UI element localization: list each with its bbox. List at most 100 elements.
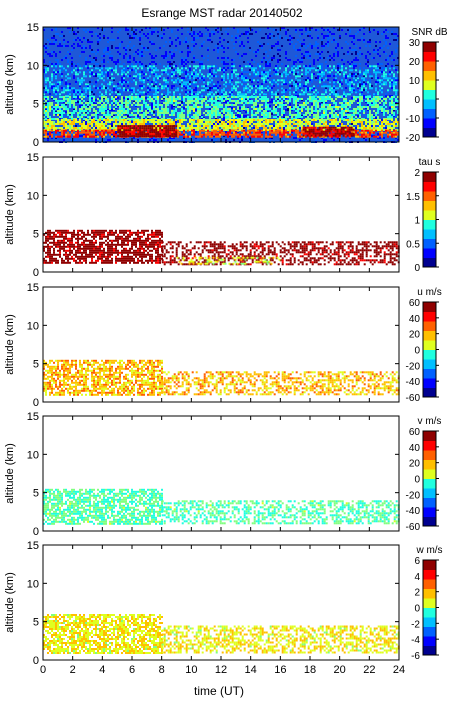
data-cell — [245, 100, 247, 102]
data-cell — [257, 91, 259, 93]
data-cell — [351, 73, 353, 75]
data-cell — [355, 69, 357, 72]
data-cell — [149, 98, 151, 100]
data-cell — [197, 100, 199, 102]
data-cell — [117, 47, 119, 49]
data-cell — [267, 114, 269, 116]
data-cell — [299, 87, 301, 89]
data-cell — [153, 85, 155, 87]
data-cell — [79, 87, 81, 90]
data-cell — [101, 108, 103, 110]
data-cell — [63, 115, 65, 117]
data-cell — [89, 31, 91, 33]
data-cell — [191, 102, 193, 104]
data-cell — [279, 98, 281, 100]
data-cell — [327, 51, 329, 53]
data-cell — [329, 108, 331, 110]
data-cell — [139, 87, 141, 89]
data-cell — [345, 102, 347, 104]
data-cell — [165, 53, 167, 55]
data-cell — [387, 37, 389, 39]
data-cell — [189, 75, 191, 78]
data-cell — [85, 47, 87, 49]
data-cell — [165, 96, 167, 98]
data-cell — [75, 110, 77, 112]
data-cell — [181, 59, 183, 61]
data-cell — [353, 100, 355, 102]
data-cell — [151, 43, 153, 45]
data-cell — [383, 112, 385, 114]
data-cell — [47, 139, 49, 141]
data-cell — [277, 114, 279, 116]
data-cell — [375, 93, 377, 95]
data-cell — [285, 107, 287, 109]
data-cell — [239, 75, 241, 77]
data-cell — [75, 125, 77, 127]
data-cell — [207, 37, 209, 39]
data-cell — [317, 77, 319, 79]
data-cell — [127, 96, 129, 98]
data-cell — [187, 53, 189, 55]
data-cell — [253, 85, 255, 87]
data-cell — [75, 91, 77, 94]
data-cell — [311, 67, 313, 70]
data-cell — [299, 35, 301, 37]
data-cell — [123, 81, 125, 84]
data-cell — [59, 43, 61, 45]
data-cell — [299, 112, 301, 114]
data-cell — [125, 100, 127, 102]
data-cell — [281, 73, 283, 76]
data-cell — [347, 85, 349, 87]
data-cell — [121, 123, 123, 125]
data-cell — [295, 61, 297, 63]
data-cell — [277, 83, 279, 86]
data-cell — [71, 116, 73, 118]
data-cell — [255, 31, 257, 33]
data-cell — [187, 81, 189, 84]
data-cell — [83, 133, 85, 135]
data-cell — [195, 125, 197, 127]
data-cell — [379, 87, 381, 90]
data-cell — [271, 101, 273, 103]
data-cell — [181, 95, 183, 98]
data-cell — [217, 95, 219, 98]
data-cell — [95, 104, 97, 106]
data-cell — [297, 100, 299, 102]
data-cell — [105, 71, 107, 74]
data-cell — [143, 96, 145, 98]
data-cell — [63, 45, 65, 47]
data-cell — [237, 112, 239, 114]
data-cell — [369, 104, 371, 106]
data-cell — [179, 135, 181, 137]
data-cell — [167, 71, 169, 74]
data-cell — [311, 89, 313, 91]
data-cell — [279, 49, 281, 51]
data-cell — [307, 98, 309, 100]
data-cell — [215, 71, 217, 74]
data-cell — [77, 95, 79, 97]
data-cell — [307, 110, 309, 112]
data-cell — [303, 102, 305, 104]
data-cells — [43, 27, 399, 143]
data-cell — [99, 73, 101, 76]
data-cell — [131, 104, 133, 106]
data-cell — [91, 69, 93, 72]
data-cell — [153, 114, 155, 116]
data-cell — [327, 101, 329, 103]
data-cell — [49, 53, 51, 55]
data-cell — [269, 81, 271, 84]
data-cell — [51, 102, 53, 104]
data-cell — [151, 67, 153, 70]
data-cell — [153, 43, 155, 45]
data-cell — [301, 57, 303, 59]
data-cell — [281, 91, 283, 94]
data-cell — [197, 85, 199, 88]
data-cell — [325, 65, 327, 67]
data-cell — [157, 96, 159, 98]
data-cell — [157, 110, 159, 112]
data-cell — [195, 59, 197, 61]
data-cell — [179, 79, 181, 82]
data-cell — [227, 123, 229, 125]
data-cell — [305, 79, 307, 81]
data-cell — [173, 139, 175, 141]
